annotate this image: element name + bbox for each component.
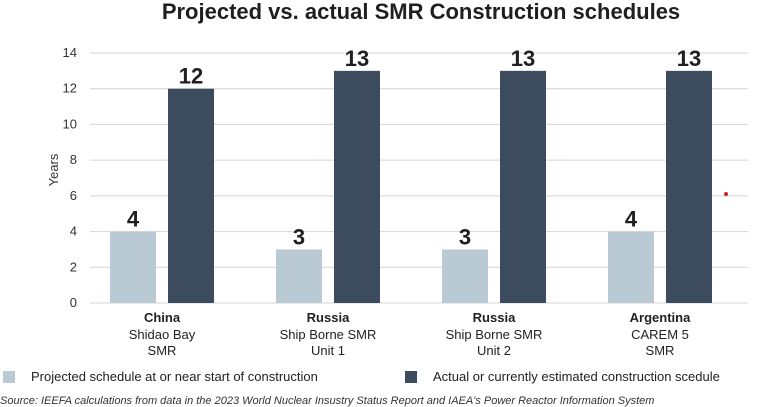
bar-value-label: 13 <box>677 46 701 71</box>
y-tick-label: 12 <box>63 81 77 96</box>
bar-value-label: 3 <box>459 224 471 249</box>
y-tick-label: 2 <box>70 259 77 274</box>
category-country-label: Argentina <box>630 310 691 325</box>
category-country-label: Russia <box>307 310 350 325</box>
legend: Projected schedule at or near start of c… <box>0 368 762 388</box>
chart-title: Projected vs. actual SMR Construction sc… <box>161 0 681 24</box>
y-tick-label: 4 <box>70 224 77 239</box>
category-detail-label: SMR <box>148 343 177 358</box>
category-detail-label: Unit 1 <box>311 343 345 358</box>
bar-projected <box>608 231 654 303</box>
bar-value-label: 13 <box>345 46 369 71</box>
y-tick-label: 8 <box>70 152 77 167</box>
legend-label-actual: Actual or currently estimated constructi… <box>433 369 720 384</box>
bar-value-label: 12 <box>179 64 203 89</box>
category-detail-label: Unit 2 <box>477 343 511 358</box>
bar-actual <box>168 88 214 303</box>
bar-projected <box>110 231 156 303</box>
bar-value-label: 3 <box>293 224 305 249</box>
bar-value-label: 13 <box>511 46 535 71</box>
y-tick-label: 10 <box>63 116 77 131</box>
red-dot-marker <box>724 192 728 196</box>
source-note: Source: IEEFA calculations from data in … <box>0 395 655 407</box>
bar-value-label: 4 <box>127 207 140 232</box>
y-tick-label: 0 <box>70 295 77 310</box>
category-detail-label: Ship Borne SMR <box>446 327 543 342</box>
bars <box>110 70 712 303</box>
legend-swatch-actual <box>405 370 417 383</box>
category-detail-label: SMR <box>646 343 675 358</box>
legend-item-actual: Actual or currently estimated constructi… <box>405 369 720 384</box>
category-country-label: China <box>144 310 181 325</box>
category-country-label: Russia <box>473 310 516 325</box>
category-detail-label: CAREM 5 <box>631 327 689 342</box>
y-tick-label: 6 <box>70 188 77 203</box>
bar-projected <box>442 249 488 303</box>
bar-value-label: 4 <box>625 207 638 232</box>
legend-swatch-projected <box>3 370 15 383</box>
legend-label-projected: Projected schedule at or near start of c… <box>31 369 318 384</box>
bar-projected <box>276 249 322 303</box>
category-detail-label: Shidao Bay <box>129 327 196 342</box>
y-tick-label: 14 <box>63 45 77 60</box>
legend-item-projected: Projected schedule at or near start of c… <box>3 369 318 384</box>
bar-actual <box>666 70 712 303</box>
category-detail-label: Ship Borne SMR <box>280 327 377 342</box>
bar-actual <box>500 70 546 303</box>
y-axis-title: Years <box>46 153 61 186</box>
bar-actual <box>334 70 380 303</box>
